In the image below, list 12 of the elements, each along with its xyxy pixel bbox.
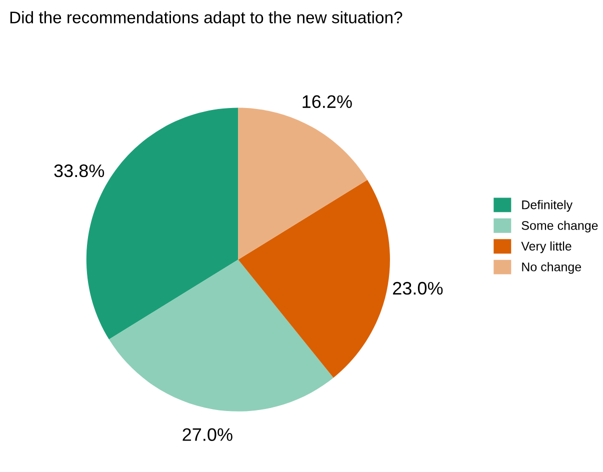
legend-label: No change: [522, 262, 582, 274]
data-label: 16.2%: [302, 95, 352, 108]
pie-slice: [238, 108, 368, 260]
chart-title: Did the recommendations adapt to the new situation?: [10, 11, 402, 27]
data-label: 23.0%: [393, 282, 443, 295]
data-label: 27.0%: [182, 428, 232, 441]
data-label: 33.8%: [54, 164, 104, 178]
legend-label: Definitely: [522, 200, 573, 212]
legend-label: Very little: [521, 241, 572, 254]
pie-slice: [238, 180, 390, 378]
legend-label: Some change: [522, 220, 598, 232]
pie-slice: [109, 260, 334, 412]
